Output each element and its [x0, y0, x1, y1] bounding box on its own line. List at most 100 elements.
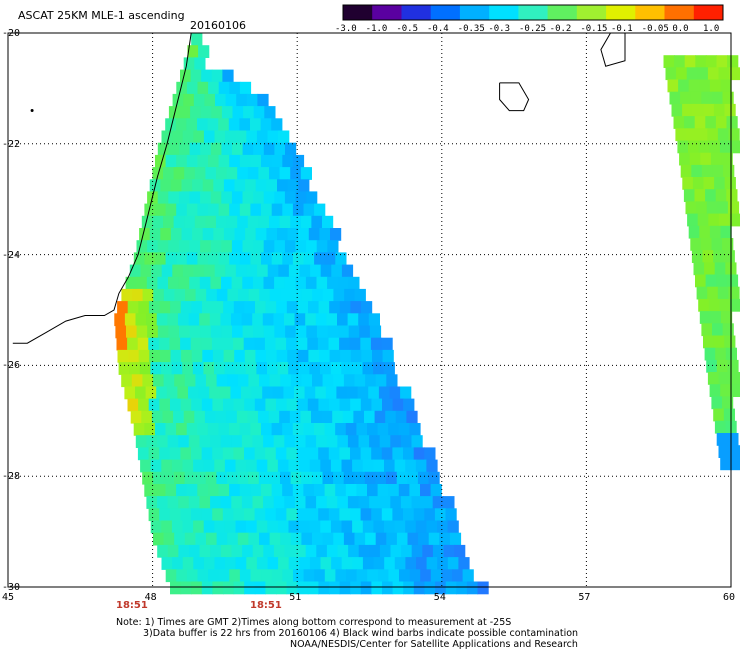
swath-cell — [178, 240, 191, 253]
swath-cell — [124, 313, 137, 327]
swath-cell — [466, 581, 479, 595]
swath-cell — [146, 435, 158, 448]
swath-cell — [210, 496, 222, 509]
swath-cell — [390, 435, 402, 448]
swath-cell — [216, 374, 228, 388]
swath-cell — [286, 301, 298, 314]
swath-cell — [288, 264, 301, 278]
swath-cell — [356, 423, 368, 436]
chart-title: ASCAT 25KM MLE-1 ascending — [18, 9, 185, 22]
swath-cell — [224, 362, 236, 375]
swath-cell — [277, 179, 289, 193]
swath-cell — [339, 301, 351, 314]
swath-cell — [318, 301, 330, 314]
swath-cell — [420, 569, 432, 583]
swath-cell — [350, 447, 362, 461]
swath-cell — [186, 484, 198, 497]
swath-cell — [139, 362, 151, 375]
swath-cell — [726, 274, 739, 288]
swath-cell — [375, 471, 387, 485]
swath-cell — [163, 215, 175, 229]
swath-cell — [382, 349, 394, 363]
swath-cell — [298, 228, 310, 241]
swath-cell — [288, 520, 300, 534]
swath-cell — [222, 447, 234, 461]
swath-cell — [379, 544, 392, 558]
swath-cell — [294, 435, 307, 448]
swath-cell — [307, 447, 319, 461]
x-tick-label: 60 — [723, 592, 736, 603]
swath-cell — [361, 349, 373, 363]
swath-cell — [709, 225, 722, 239]
swath-cell — [351, 362, 364, 375]
swath-cell — [428, 471, 440, 485]
swath-cell — [204, 410, 217, 424]
swath-cell — [205, 215, 217, 229]
swath-cell — [688, 225, 700, 239]
swath-cell — [261, 484, 273, 497]
swath-cell — [115, 325, 127, 339]
swath-cell — [452, 569, 464, 583]
swath-cell — [271, 118, 283, 132]
colorbar-segment — [430, 5, 461, 20]
swath-cell — [259, 532, 271, 546]
swath-cell — [716, 359, 728, 373]
swath-cell — [358, 313, 370, 327]
swath-cell — [303, 484, 315, 497]
swath-cell — [114, 313, 126, 327]
swath-cell — [250, 203, 262, 217]
swath-cell — [347, 313, 359, 327]
swath-cell — [722, 91, 734, 105]
swath-cell — [218, 423, 230, 436]
swath-cell — [708, 213, 720, 227]
swath-cell — [328, 447, 340, 461]
swath-cell — [187, 45, 199, 58]
swath-cell — [297, 349, 309, 363]
y-tick-label: -24 — [2, 249, 21, 261]
swath-cell — [348, 544, 360, 558]
swath-cell — [280, 288, 292, 302]
swath-cell — [262, 386, 274, 400]
swath-cell — [390, 544, 402, 558]
swath-cell — [282, 484, 294, 497]
swath-cell — [396, 471, 408, 485]
swath-cell — [167, 435, 179, 448]
swath-cell — [271, 569, 283, 583]
swath-cell — [347, 496, 360, 509]
swath-cell — [692, 103, 704, 117]
swath-cell — [290, 167, 302, 180]
swath-cell — [146, 496, 158, 509]
y-tick-label: -20 — [2, 28, 21, 39]
swath-cell — [191, 398, 203, 412]
note-line-1: Note: 1) Times are GMT 2)Times along bot… — [116, 617, 512, 628]
swath-cell — [140, 459, 152, 473]
swath-cell — [301, 471, 313, 485]
swath-cell — [237, 532, 249, 546]
swath-cell — [245, 362, 257, 375]
swath-cell — [416, 557, 428, 570]
swath-cell — [357, 386, 369, 400]
swath-cell — [711, 396, 723, 410]
swath-cell — [264, 337, 277, 351]
swath-cell — [385, 410, 397, 424]
swath-cell — [171, 520, 184, 534]
swath-cell — [386, 471, 398, 485]
swath-cell — [713, 103, 726, 117]
swath-cell — [209, 386, 221, 400]
swath-cell — [285, 325, 297, 339]
swath-cell — [155, 154, 167, 168]
swath-cell — [191, 447, 203, 461]
swath-cell — [684, 55, 696, 68]
swath-cell — [263, 435, 275, 448]
swath-cell — [456, 581, 468, 595]
swath-cell — [326, 313, 338, 327]
colorbar-tick-label: -0.05 — [641, 24, 669, 34]
swath-cell — [254, 447, 266, 461]
swath-cell — [330, 362, 342, 375]
swath-cell — [174, 288, 186, 302]
swath-cell — [252, 276, 265, 290]
swath-cell — [388, 569, 400, 583]
swath-cell — [706, 359, 718, 373]
swath-cell — [267, 362, 279, 375]
swath-cell — [282, 203, 294, 217]
